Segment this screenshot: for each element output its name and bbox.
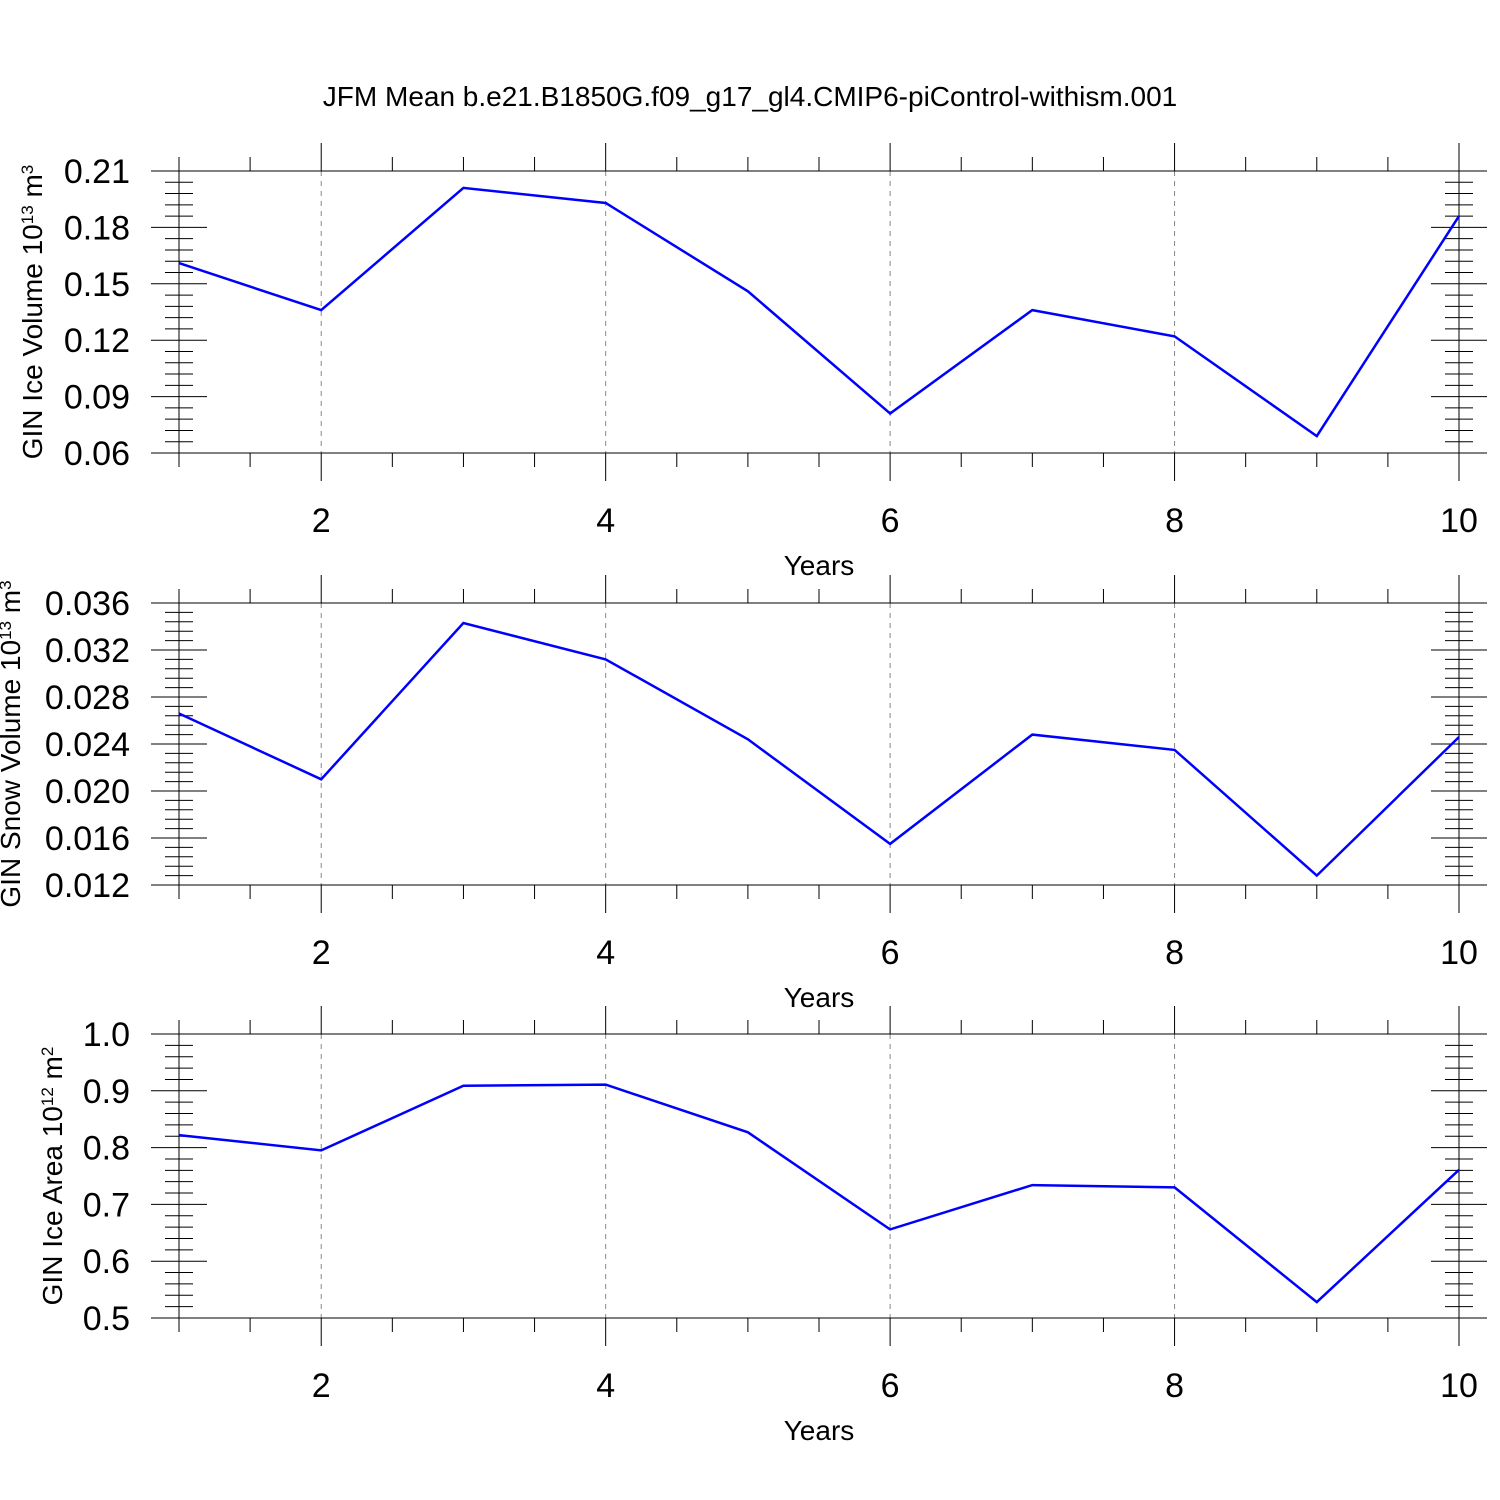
panel-2: 0.012 0.016 0.020 0.024 0.028 0.032 0.036 2 4 6 8 1… <box>0 575 1487 1013</box>
panel-3-y-tick-label: 1.0 <box>83 1016 130 1054</box>
panel-3-x-tick-label: 2 <box>312 1367 331 1405</box>
panel-2-x-axis-label: Years <box>784 982 855 1013</box>
panel-1-y-tick-label: 0.18 <box>64 209 130 247</box>
panel-2-y-tick-label: 0.020 <box>45 773 130 811</box>
panel-1-x-axis-label: Years <box>784 550 855 581</box>
panel-3-y-axis-label: GIN Ice Area 1012 m2 <box>37 1047 68 1306</box>
panel-1-y-tick-label: 0.15 <box>64 266 130 304</box>
panel-2-x-tick-label: 6 <box>881 934 900 972</box>
panel-2-x-tick-label: 4 <box>596 934 615 972</box>
panel-2-plot-frame <box>178 602 1460 886</box>
panel-3-y-tick-label: 0.5 <box>83 1300 130 1338</box>
panel-3-y-tick-label: 0.6 <box>83 1243 130 1281</box>
panel-1-y-tick-label: 0.12 <box>64 322 130 360</box>
panel-3-series-line <box>178 1083 1460 1304</box>
panel-1-series-line <box>178 186 1461 438</box>
figure-title: JFM Mean b.e21.B1850G.f09_g17_gl4.CMIP6-… <box>323 81 1177 112</box>
panel-1-x-tick-label: 4 <box>596 502 615 540</box>
panel-3-x-axis-label: Years <box>784 1415 855 1446</box>
panel-2-series-line <box>178 621 1460 878</box>
panel-3-x-tick-label: 6 <box>881 1367 900 1405</box>
panel-1-x-tick-label: 8 <box>1165 502 1184 540</box>
panel-2-y-tick-label: 0.012 <box>45 867 130 905</box>
panel-3-plot-frame <box>178 1033 1460 1319</box>
panel-2-x-tick-label: 8 <box>1165 934 1184 972</box>
panel-2-y-tick-label: 0.036 <box>45 585 130 623</box>
panel-1-x-tick-label: 6 <box>881 502 900 540</box>
panel-1-y-tick-label: 0.06 <box>64 435 130 473</box>
panel-3-y-tick-label: 0.9 <box>83 1073 130 1111</box>
panel-2-y-tick-label: 0.024 <box>45 726 130 764</box>
panel-1-plot-frame <box>178 170 1460 454</box>
panel-2-x-tick-label: 10 <box>1440 934 1478 972</box>
panel-1: 0.06 0.09 0.12 0.15 0.18 0.21 2 4 6 8 10 Years GIN I… <box>17 143 1487 581</box>
panel-2-y-tick-label: 0.028 <box>45 679 130 717</box>
panel-2-y-tick-label: 0.016 <box>45 820 130 858</box>
panel-3-x-tick-label: 8 <box>1165 1367 1184 1405</box>
panel-3: 0.5 0.6 0.7 0.8 0.9 1.0 2 4 6 8 10 Years GIN Ice Are… <box>37 1006 1487 1446</box>
panel-2-y-tick-label: 0.032 <box>45 632 130 670</box>
panel-1-y-tick-label: 0.09 <box>64 379 130 417</box>
panel-3-y-tick-label: 0.8 <box>83 1130 130 1168</box>
panel-1-y-axis-label: GIN Ice Volume 1013 m3 <box>17 165 48 460</box>
panel-3-x-tick-label: 10 <box>1440 1367 1478 1405</box>
chart-panels: 0.06 0.09 0.12 0.15 0.18 0.21 2 4 6 8 10 Years GIN I… <box>0 143 1487 1446</box>
panel-2-y-axis-label: GIN Snow Volume 1013 m3 <box>0 580 26 907</box>
panel-1-x-tick-label: 2 <box>312 502 331 540</box>
panel-3-y-tick-label: 0.7 <box>83 1186 130 1224</box>
panel-3-x-tick-label: 4 <box>596 1367 615 1405</box>
panel-1-y-tick-label: 0.21 <box>64 153 130 191</box>
panel-2-x-tick-label: 2 <box>312 934 331 972</box>
panel-1-x-tick-label: 10 <box>1440 502 1478 540</box>
